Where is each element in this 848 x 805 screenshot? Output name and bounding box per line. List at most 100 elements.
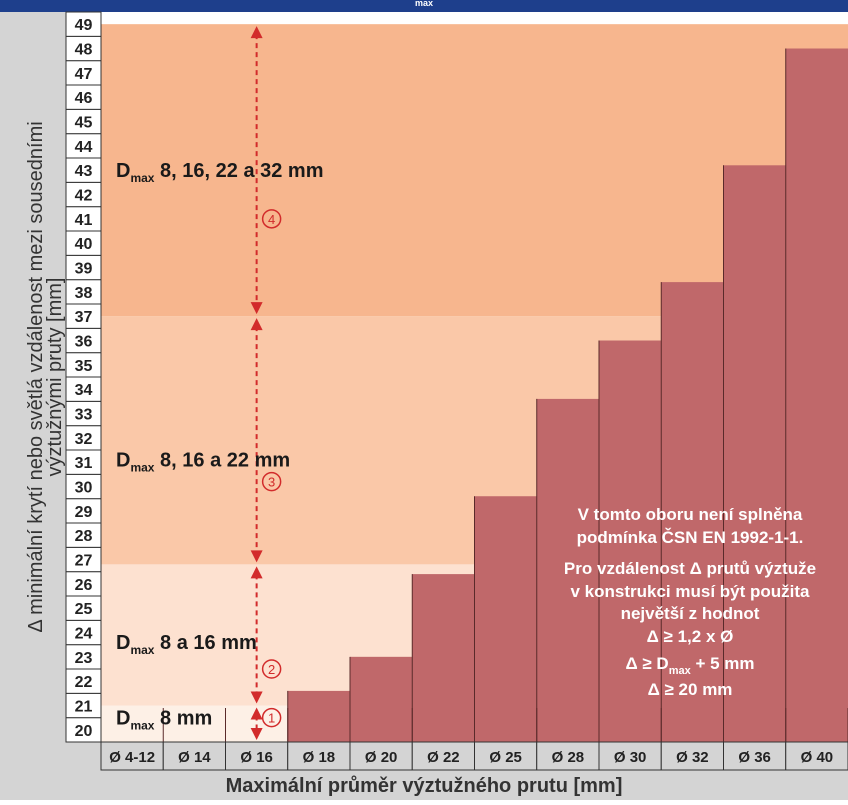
x-tick-label-0: Ø 4-12 (109, 749, 155, 766)
y-tick-label-25: 25 (75, 601, 93, 618)
y-tick-label-27: 27 (75, 553, 93, 570)
x-tick-cell-3 (287, 741, 351, 771)
y-tick-cell-30 (65, 473, 102, 500)
y-tick-label-47: 47 (75, 66, 93, 83)
x-label-panel (0, 770, 848, 800)
y-tick-cell-48 (65, 35, 102, 62)
x-tick-cell-9 (660, 741, 724, 771)
x-axis-label: Maximální průměr výztužného prutu [mm] (226, 775, 623, 797)
y-tick-label-43: 43 (75, 163, 93, 180)
x-tick-label-8: Ø 30 (614, 749, 647, 766)
y-tick-label-38: 38 (75, 285, 93, 302)
zone-label-2: Dmax 8 a 16 mm (116, 632, 257, 657)
y-tick-cell-24 (65, 619, 102, 646)
bar-10 (723, 165, 786, 743)
x-tick-cell-8 (598, 741, 662, 771)
y-tick-cell-34 (65, 376, 102, 402)
note-line-5: největší z hodnot (621, 604, 760, 623)
x-tick-cell-2 (225, 741, 289, 771)
zone-label-1: Dmax 8 mm (116, 708, 212, 733)
y-tick-label-32: 32 (75, 431, 93, 448)
zone-arrow-head-up-2 (250, 566, 263, 579)
zone-marker-1: 1 (268, 711, 275, 726)
y-axis-label-line2: výztužnými pruty [mm] (44, 278, 66, 477)
x-tick-cell-6 (474, 741, 538, 771)
y-tick-cell-29 (65, 498, 102, 524)
bar-11 (785, 48, 848, 742)
bar-8 (599, 340, 662, 742)
corner-box (0, 742, 101, 770)
y-tick-label-33: 33 (75, 407, 93, 424)
y-tick-cell-42 (65, 181, 102, 208)
note-line-3: Pro vzdálenost Δ prutů výztuže (564, 559, 816, 578)
y-tick-label-26: 26 (75, 577, 93, 594)
y-tick-label-20: 20 (75, 723, 93, 740)
x-tick-label-9: Ø 32 (676, 749, 709, 766)
y-tick-cell-35 (65, 352, 102, 378)
y-tick-cell-38 (65, 279, 102, 305)
note-formula-2: Δ ≥ Dmax + 5 mm (625, 654, 754, 677)
y-tick-cell-43 (65, 157, 102, 183)
y-tick-cell-32 (65, 425, 102, 451)
y-tick-label-23: 23 (75, 650, 93, 667)
x-tick-cell-0 (100, 741, 164, 771)
zone-arrow-head-up-1 (250, 707, 263, 720)
bar-4 (350, 656, 413, 742)
x-tick-cell-11 (785, 741, 848, 771)
y-tick-label-21: 21 (75, 699, 93, 716)
y-tick-cell-47 (65, 60, 102, 86)
zone-marker-2: 2 (268, 662, 275, 677)
bar-5 (412, 574, 475, 742)
x-tick-cell-5 (411, 741, 475, 771)
y-tick-label-39: 39 (75, 261, 93, 278)
bar-3 (287, 690, 350, 742)
x-tick-label-1: Ø 14 (178, 749, 211, 766)
y-label-panel (0, 12, 66, 742)
header-text: max (415, 0, 433, 8)
y-tick-label-40: 40 (75, 236, 93, 253)
y-tick-label-41: 41 (75, 212, 93, 229)
x-tick-label-5: Ø 22 (427, 749, 460, 766)
x-tick-label-7: Ø 28 (552, 749, 585, 766)
x-tick-label-3: Ø 18 (303, 749, 336, 766)
x-tick-cell-1 (162, 741, 226, 771)
note-formula-3: Δ ≥ 20 mm (648, 680, 733, 699)
x-tick-label-6: Ø 25 (489, 749, 522, 766)
zone-arrow-head-up-4 (250, 26, 263, 39)
x-tick-label-4: Ø 20 (365, 749, 398, 766)
zone-marker-4: 4 (268, 212, 275, 227)
zone-arrow-head-down-1 (250, 728, 263, 740)
y-tick-label-35: 35 (75, 358, 93, 375)
y-tick-label-34: 34 (75, 382, 93, 399)
x-tick-label-11: Ø 40 (801, 749, 834, 766)
header-bar (0, 0, 848, 12)
zone-marker-circle-1 (261, 707, 282, 728)
y-tick-label-22: 22 (75, 674, 93, 691)
zone-marker-circle-3 (261, 471, 282, 492)
note-line-2: podmínka ČSN EN 1992-1-1. (577, 528, 804, 547)
bar-6 (474, 496, 537, 742)
y-tick-cell-49 (65, 11, 102, 37)
bar-7 (536, 398, 599, 742)
y-tick-label-28: 28 (75, 528, 93, 545)
y-tick-cell-45 (65, 108, 102, 135)
y-tick-cell-23 (65, 644, 102, 670)
y-tick-label-45: 45 (75, 115, 93, 132)
y-tick-cell-41 (65, 206, 102, 232)
y-tick-label-24: 24 (75, 626, 93, 643)
y-tick-cell-21 (65, 692, 102, 719)
note-line-1: V tomto oboru není splněna (578, 505, 803, 524)
y-tick-label-49: 49 (75, 17, 93, 34)
y-tick-cell-27 (65, 546, 102, 573)
y-tick-label-36: 36 (75, 334, 93, 351)
zone-marker-circle-4 (261, 209, 282, 229)
y-tick-label-42: 42 (75, 188, 93, 205)
note-formula-1: Δ ≥ 1,2 x Ø (647, 627, 734, 646)
y-tick-label-44: 44 (75, 139, 93, 156)
y-tick-label-48: 48 (75, 42, 93, 59)
y-tick-cell-28 (65, 522, 102, 548)
y-tick-cell-26 (65, 571, 102, 597)
x-tick-label-10: Ø 36 (738, 749, 771, 766)
